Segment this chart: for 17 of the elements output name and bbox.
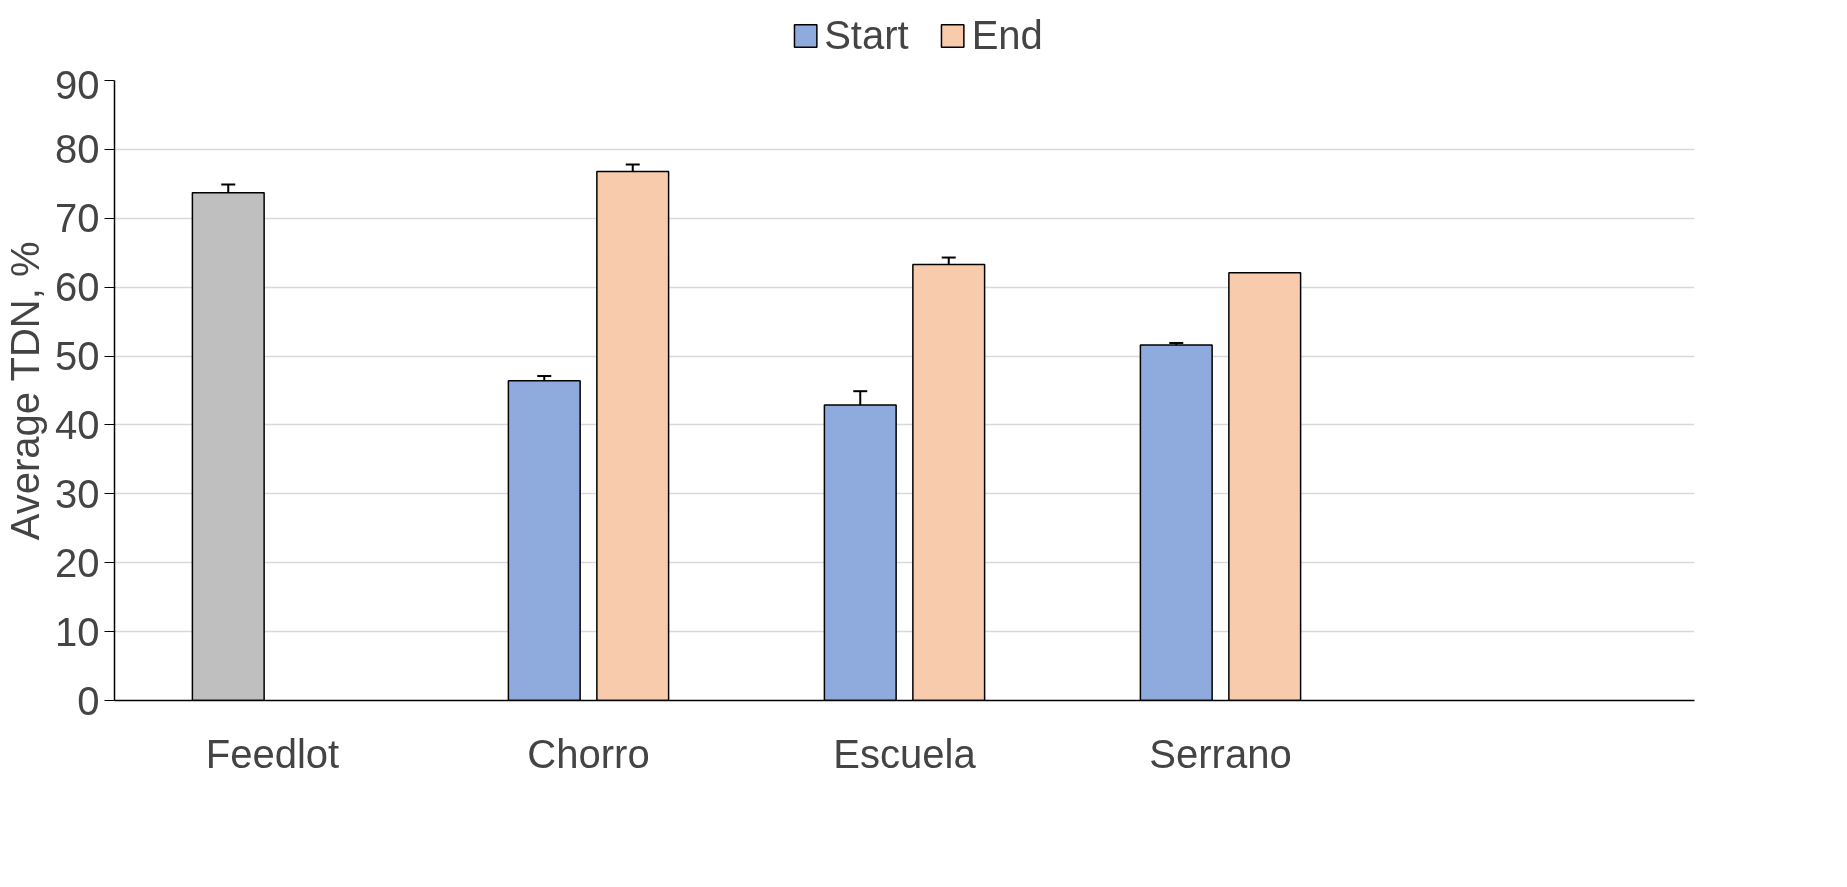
y-tick-label: 20 bbox=[55, 540, 100, 585]
y-tick-label: 30 bbox=[55, 471, 100, 516]
legend-label: Start bbox=[824, 12, 909, 58]
legend-label: End bbox=[971, 12, 1043, 58]
x-tick-label: Escuela bbox=[833, 731, 977, 776]
x-tick-label: Serrano bbox=[1149, 731, 1292, 776]
y-tick-label: 40 bbox=[55, 402, 100, 447]
y-tick-label: 60 bbox=[55, 265, 100, 310]
y-tick-label: 90 bbox=[55, 62, 100, 107]
x-tick-label: Chorro bbox=[527, 731, 650, 776]
y-tick-label: 50 bbox=[55, 334, 100, 379]
y-tick-label: 80 bbox=[55, 127, 100, 172]
x-tick-label: Feedlot bbox=[205, 731, 340, 776]
y-tick-label: 10 bbox=[55, 609, 100, 654]
y-tick-label: 0 bbox=[77, 678, 100, 723]
y-tick-label: 70 bbox=[55, 196, 100, 241]
y-axis-title: Average TDN, % bbox=[3, 241, 48, 541]
